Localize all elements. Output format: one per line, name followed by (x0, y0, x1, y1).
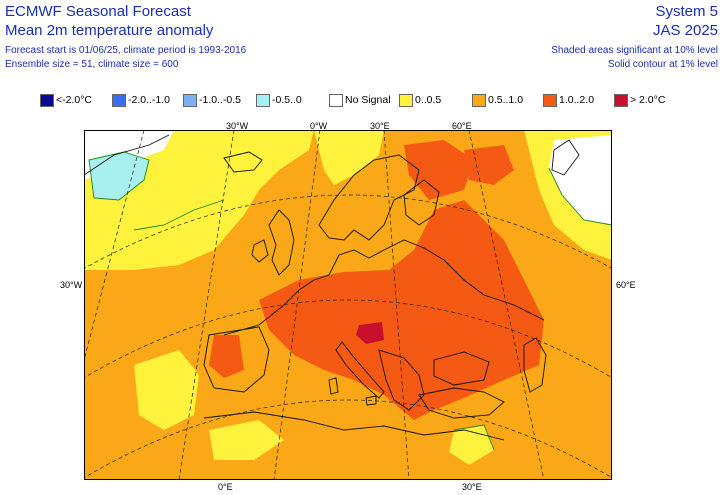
coast-turkey (418, 387, 505, 419)
grid-label-bottom-0e: 0°E (218, 482, 233, 492)
coast-black-sea (433, 351, 490, 386)
legend-item-0-05: 0..0.5 (399, 92, 441, 108)
legend-swatch (472, 93, 486, 107)
meridian-far-west (84, 130, 145, 361)
contour-atlantic-edge (133, 199, 225, 231)
legend-label: > 2.0°C (630, 94, 666, 106)
system-label: System 5 (655, 3, 718, 20)
meridian-30w (178, 130, 235, 480)
strong-warm-central-europe (259, 200, 544, 420)
coast-greenland-east (84, 134, 170, 176)
coastlines (84, 134, 580, 441)
weak-warm-maghreb (209, 420, 284, 460)
coast-iberia (203, 326, 270, 393)
legend-label: No Signal (345, 94, 391, 106)
grid-label-top-0w: 0°W (310, 121, 328, 131)
legend-swatch (543, 93, 557, 107)
grid-label-top-30e: 30°E (370, 121, 390, 131)
legend-label: 0.5..1.0 (488, 94, 524, 106)
coast-mainland-europe (223, 239, 545, 336)
period-label: JAS 2025 (652, 22, 718, 39)
parallel-arc-3 (84, 399, 612, 479)
legend-item-minus05-0: -0.5..0 (256, 92, 302, 108)
legend-swatch (614, 93, 628, 107)
strong-warm-russia-north (464, 145, 514, 185)
grid-label-right-60e: 60°E (616, 280, 636, 290)
significance-contours (88, 151, 612, 451)
map-panel (84, 130, 612, 480)
shading-note: Shaded areas significant at 10% level (551, 45, 718, 56)
anomaly-map (84, 130, 612, 480)
coast-novaya-zemlya (551, 139, 580, 176)
legend-swatch (183, 93, 197, 107)
contour-ne-arctic (548, 167, 612, 226)
coast-balkans (378, 349, 425, 411)
legend-item-minus1-minus05: -1.0..-0.5 (183, 92, 241, 108)
legend-label: -1.0..-0.5 (199, 94, 242, 106)
very-strong-warm-hungary (356, 322, 384, 344)
legend-item-05-1: 0.5..1.0 (472, 92, 523, 108)
legend-item-1-2: 1.0..2.0 (543, 92, 594, 108)
legend-swatch (112, 93, 126, 107)
legend-label: 0..0.5 (415, 94, 442, 106)
chart-title: ECMWF Seasonal Forecast (5, 3, 191, 20)
meridian-60e (468, 130, 545, 480)
legend-label: 1.0..2.0 (559, 94, 595, 106)
legend-item-minus2-minus1: -2.0..-1.0 (112, 92, 170, 108)
weak-warm-west-iberia (134, 350, 199, 430)
graticule (84, 130, 612, 480)
parallel-arc-2 (84, 299, 612, 379)
coast-sicily-sardinia (328, 377, 377, 406)
coast-uk (268, 209, 295, 276)
legend-swatch (399, 93, 413, 107)
strong-warm-iberia-south (209, 335, 244, 378)
meridian-0 (273, 130, 321, 480)
no-signal-north-russia (549, 135, 612, 225)
coast-iceland (223, 151, 263, 173)
legend-item-gt-2: > 2.0°C (614, 92, 665, 108)
coast-italy (335, 341, 385, 399)
legend-item-lt-minus2: <-2.0°C (40, 92, 92, 108)
legend-label: -2.0..-1.0 (128, 94, 171, 106)
map-border (84, 130, 612, 480)
strong-warm-scandinavia-east (404, 140, 474, 200)
contour-note: Solid contour at 1% level (607, 59, 718, 70)
legend-swatch (40, 93, 54, 107)
legend-swatch (256, 93, 270, 107)
meridian-30e (383, 130, 410, 480)
contour-east-med (453, 424, 495, 451)
chart-subtitle: Mean 2m temperature anomaly (5, 22, 214, 39)
coast-caspian (523, 337, 547, 393)
legend-swatch (329, 93, 343, 107)
coast-finland (403, 179, 440, 226)
grid-label-left-30w: 30°W (60, 280, 83, 290)
legend-label: -0.5..0 (272, 94, 302, 106)
grid-label-top-60e: 60°E (452, 121, 472, 131)
ensemble-size-text: Ensemble size = 51, climate size = 600 (5, 59, 179, 70)
weak-warm-greenland-sea (314, 130, 384, 185)
legend-label: <-2.0°C (56, 94, 93, 106)
grid-label-top-30w: 30°W (226, 121, 249, 131)
grid-label-bottom-30e: 30°E (462, 482, 482, 492)
forecast-start-text: Forecast start is 01/06/25, climate peri… (5, 45, 247, 56)
coast-ireland (251, 239, 269, 263)
coast-north-africa (203, 411, 505, 441)
legend-item-no-signal: No Signal (329, 92, 391, 108)
